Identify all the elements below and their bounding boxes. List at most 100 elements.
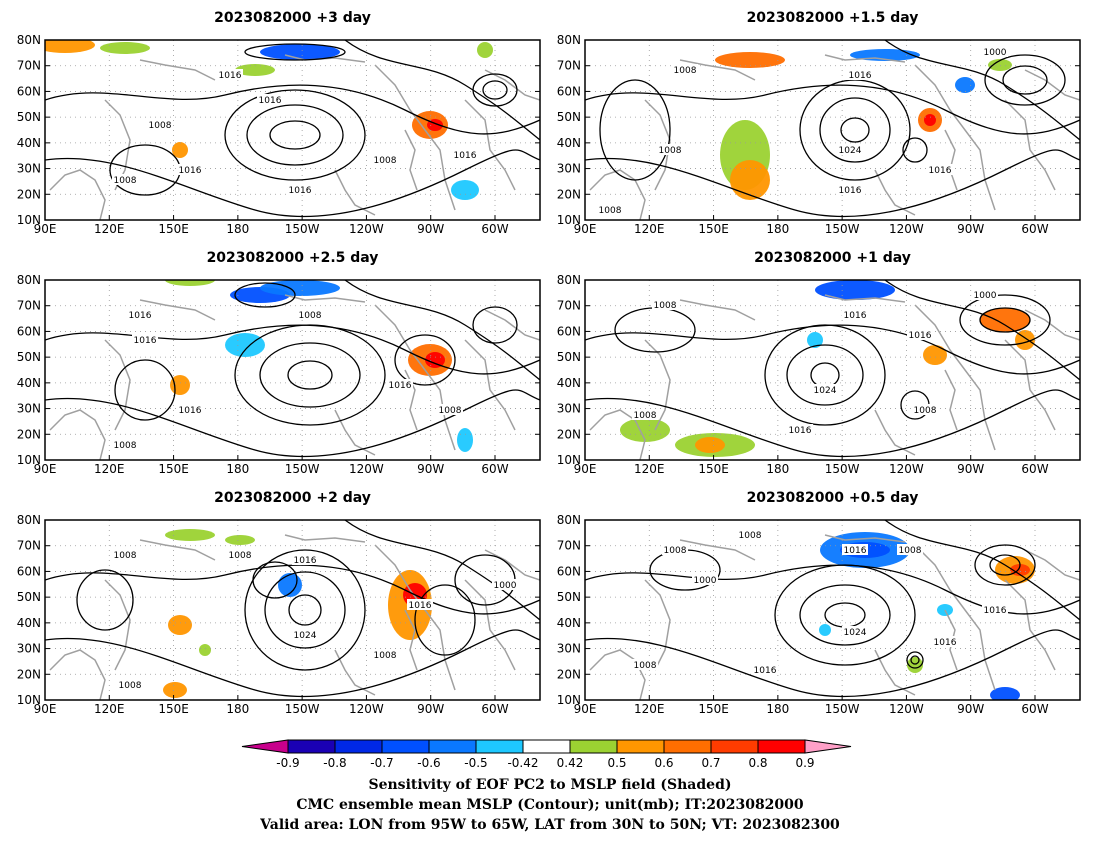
coastline — [874, 169, 916, 216]
lon-tick-label: 180 — [226, 462, 249, 476]
lat-tick-label: 70N — [17, 299, 41, 313]
lat-tick-label: 10N — [17, 453, 41, 467]
contour-label-bg — [437, 404, 463, 415]
sensitivity-shade — [955, 77, 975, 93]
mslp-contour — [902, 137, 928, 163]
contour-label: 1008 — [439, 406, 462, 416]
mslp-contour — [585, 149, 1080, 218]
coastline — [49, 409, 106, 460]
contour-label-bg — [752, 664, 778, 675]
contour-label: 1016 — [789, 426, 812, 436]
coastline — [874, 409, 916, 456]
lat-tick-label: 50N — [557, 590, 581, 604]
caption-shading: Sensitivity of EOF PC2 to MSLP field (Sh… — [368, 777, 732, 793]
mslp-contour — [799, 79, 911, 181]
mslp-contour — [774, 564, 916, 666]
lat-tick-label: 70N — [17, 539, 41, 553]
coastline — [334, 649, 376, 696]
lon-tick-label: 60W — [481, 462, 508, 476]
colorbar-segment — [710, 739, 759, 754]
mslp-contour — [244, 549, 366, 671]
coastline — [944, 129, 958, 191]
coastline — [139, 59, 216, 81]
lon-tick-label: 180 — [766, 222, 789, 236]
lat-tick-label: 40N — [17, 616, 41, 630]
sensitivity-shade — [172, 142, 188, 158]
sensitivity-shade — [923, 345, 947, 365]
colorbar-label: -0.7 — [370, 756, 393, 770]
sensitivity-shade — [165, 529, 215, 541]
panel-frame — [584, 39, 1081, 221]
coastline — [1004, 579, 1056, 671]
contour-label-bg — [842, 626, 868, 637]
mslp-contour — [45, 389, 540, 458]
coastline — [484, 549, 540, 581]
map-panel-1: 2023082000 +3 day 1016 1016 1008 1008 1016 100… — [17, 10, 541, 236]
coastline — [644, 579, 671, 671]
map-field: 1016 1016 1008 1008 1016 1008 1016 1016 — [45, 40, 540, 220]
map-field: 1008 1016 1000 1016 1024 1008 1008 1016 — [585, 280, 1080, 460]
contour-label: 1016 — [179, 166, 202, 176]
mslp-contour — [45, 564, 540, 615]
lon-tick-label: 90W — [957, 462, 984, 476]
lat-tick-label: 40N — [17, 376, 41, 390]
map-panel-5: 2023082000 +2 day 1008 1008 1016 1000 1016 102… — [17, 490, 541, 716]
mslp-contour — [109, 144, 181, 196]
lat-tick-label: 80N — [557, 273, 581, 287]
colorbar-segment — [616, 739, 665, 754]
lat-tick-label: 40N — [17, 136, 41, 150]
contour-label-bg — [177, 164, 203, 175]
sensitivity-shade — [819, 624, 831, 636]
coastline — [49, 169, 106, 220]
contour-label-bg — [812, 384, 838, 395]
mslp-contour — [585, 84, 1080, 135]
lat-tick-label: 10N — [17, 213, 41, 227]
sensitivity-shade — [980, 308, 1030, 332]
contour-label-bg — [737, 529, 763, 540]
contour-label-bg — [837, 184, 863, 195]
contour-label-bg — [632, 659, 658, 670]
coastline — [484, 69, 540, 101]
contour-label: 1024 — [839, 146, 862, 156]
colorbar-segment — [334, 739, 383, 754]
sensitivity-shade — [807, 332, 823, 348]
contour-label-bg — [132, 334, 158, 345]
colorbar-segment — [428, 739, 477, 754]
colorbar-label: 0.42 — [557, 756, 584, 770]
lat-tick-label: 10N — [17, 693, 41, 707]
sensitivity-shade — [730, 160, 770, 200]
contour-label-bg — [292, 554, 318, 565]
lon-tick-label: 120W — [889, 222, 924, 236]
mslp-contour — [76, 569, 134, 631]
lon-tick-label: 150E — [158, 222, 189, 236]
lat-tick-label: 80N — [17, 273, 41, 287]
lat-tick-label: 60N — [557, 84, 581, 98]
lat-tick-label: 20N — [17, 427, 41, 441]
contour-label: 1008 — [149, 121, 172, 131]
sensitivity-shade — [988, 59, 1012, 71]
contour-label-bg — [177, 404, 203, 415]
mslp-contour — [599, 79, 671, 181]
contour-label-bg — [907, 329, 933, 340]
contour-label-bg — [982, 604, 1008, 615]
lon-tick-label: 150E — [698, 222, 729, 236]
lon-tick-label: 120E — [634, 222, 665, 236]
contour-label-bg — [492, 579, 518, 590]
lon-tick-label: 150W — [825, 702, 860, 716]
mslp-contour — [840, 117, 870, 143]
lat-tick-label: 30N — [557, 162, 581, 176]
colorbar-label: 0.9 — [795, 756, 814, 770]
lon-tick-label: 90W — [417, 222, 444, 236]
contour-label-bg — [632, 409, 658, 420]
panel-title: 2023082000 +2.5 day — [207, 250, 379, 266]
sensitivity-shade — [100, 42, 150, 54]
contour-label-bg — [842, 544, 868, 555]
mslp-contour — [585, 389, 1080, 458]
colorbar-segment — [522, 739, 571, 754]
lat-tick-label: 70N — [557, 539, 581, 553]
mslp-contour — [224, 89, 366, 181]
lat-tick-label: 30N — [557, 402, 581, 416]
contour-label: 1008 — [374, 651, 397, 661]
